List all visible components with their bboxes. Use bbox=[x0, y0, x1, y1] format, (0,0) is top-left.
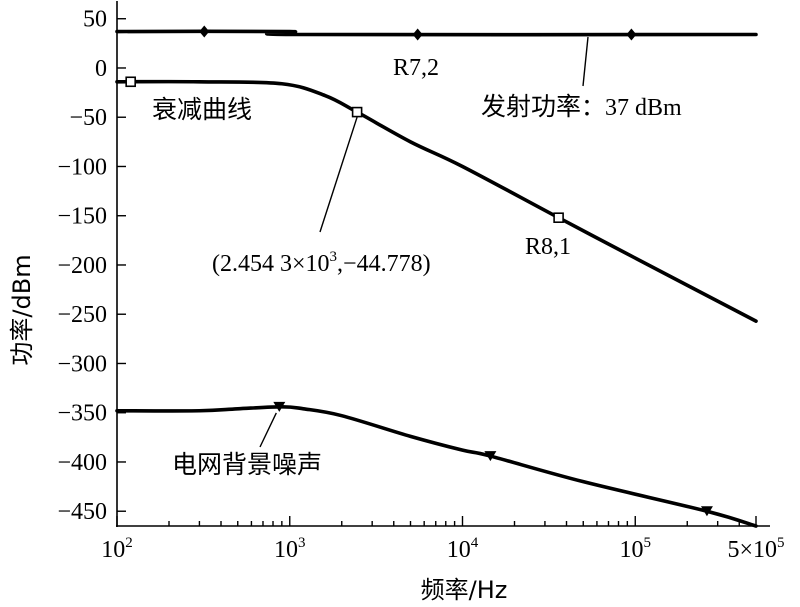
diamond-marker bbox=[412, 28, 423, 41]
series-line-1 bbox=[115, 29, 758, 37]
leader-datapoint bbox=[319, 116, 358, 233]
curves bbox=[115, 29, 758, 528]
x-tick-label: 102 bbox=[101, 535, 133, 563]
y-tick-label: −50 bbox=[69, 105, 107, 131]
x-tick-label: 105 bbox=[620, 535, 652, 563]
markers bbox=[125, 25, 713, 517]
y-tick-label: −400 bbox=[57, 450, 107, 476]
y-tick-label: −450 bbox=[57, 499, 107, 525]
x-tick-label: 5×105 bbox=[727, 535, 784, 563]
diamond-marker bbox=[626, 28, 637, 41]
square-marker bbox=[351, 106, 363, 118]
annotations: R7,2 发射功率：37 dBm 衰减曲线 (2.454 3×103,−44.778)… bbox=[152, 36, 682, 479]
square-marker bbox=[125, 76, 136, 88]
diamond-marker bbox=[199, 25, 210, 38]
leader-tx-power bbox=[582, 36, 589, 87]
leader-noise bbox=[259, 412, 277, 448]
y-tick-label: −200 bbox=[57, 253, 107, 279]
y-tick-label: 0 bbox=[95, 56, 107, 82]
y-tick-label: −150 bbox=[57, 204, 107, 230]
series-line-2 bbox=[115, 79, 758, 323]
label-noise: 电网背景噪声 bbox=[172, 450, 322, 479]
label-datapoint: (2.454 3×103,−44.778) bbox=[212, 249, 431, 277]
triangle-marker bbox=[484, 451, 497, 462]
x-tick-label: 104 bbox=[447, 535, 479, 563]
axes bbox=[116, 1, 770, 527]
y-axis-label: 功率/dBm bbox=[8, 254, 36, 365]
label-r72: R7,2 bbox=[393, 55, 439, 81]
y-tick-label: −350 bbox=[57, 401, 107, 427]
triangle-marker bbox=[273, 401, 286, 412]
square-marker bbox=[553, 212, 564, 223]
x-tick-label: 103 bbox=[274, 535, 306, 563]
ticks: 50 0 −50 −100 −150 −200 −250 −300 −350 −400 −450 10… bbox=[57, 7, 784, 563]
y-tick-label: −250 bbox=[57, 302, 107, 328]
y-tick-label: −300 bbox=[57, 351, 107, 377]
label-r81: R8,1 bbox=[525, 234, 571, 260]
y-tick-label: 50 bbox=[83, 7, 107, 33]
triangle-marker bbox=[700, 506, 713, 517]
label-tx-power: 发射功率：37 dBm bbox=[481, 92, 682, 121]
label-attenuation: 衰减曲线 bbox=[152, 95, 252, 124]
series-line-3 bbox=[115, 405, 758, 528]
y-tick-label: −100 bbox=[57, 154, 107, 180]
x-axis-label: 频率/Hz bbox=[421, 576, 508, 604]
